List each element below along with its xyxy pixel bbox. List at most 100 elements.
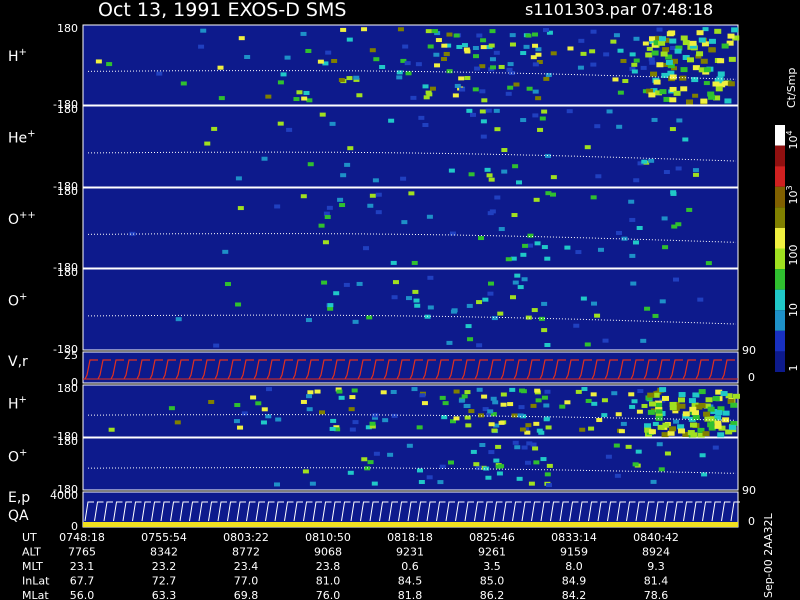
spectrogram-cell [714, 415, 722, 421]
spectrogram-cell [714, 28, 722, 34]
spectrogram-cell [705, 261, 712, 266]
spectrogram-cell [495, 464, 502, 469]
spectrogram-cell [338, 395, 345, 400]
spectrogram-cell [478, 236, 485, 241]
spectrogram-cell [456, 44, 463, 49]
spectrogram-cell [375, 210, 382, 215]
spectrogram-cell [631, 399, 638, 404]
spectrogram-cell [509, 33, 516, 38]
spectrogram-cell [675, 166, 682, 171]
table-cell: 7765 [68, 546, 96, 559]
spectrogram-cell [661, 72, 669, 78]
spectrogram-cell [697, 427, 705, 433]
spectrogram-cell [641, 159, 648, 164]
spectrogram-cell [453, 33, 460, 38]
spectrogram-cell [330, 418, 337, 423]
spectrogram-cell [356, 281, 363, 286]
spectrogram-cell [696, 30, 704, 36]
spectrogram-cell [605, 454, 612, 459]
spectrogram-cell [687, 430, 695, 436]
spectrogram-cell [678, 392, 686, 398]
spectrogram-cell [701, 472, 708, 477]
label-text: O [8, 212, 19, 228]
spectrogram-cell [463, 47, 470, 52]
spectrogram-cell [650, 479, 657, 484]
spectrogram-cell [614, 473, 621, 478]
spectrogram-cell [449, 231, 456, 236]
spectrogram-cell [544, 256, 551, 261]
spectrogram-cell [707, 91, 715, 97]
spectrogram-cell [668, 426, 676, 432]
table-cell: 0748:18 [59, 531, 105, 544]
spectrogram-cell [396, 75, 403, 80]
spectrogram-cell [303, 90, 310, 95]
colorbar-base: 100 [787, 245, 800, 266]
spectrogram-cell [234, 403, 241, 408]
spectrogram-cell [533, 197, 540, 202]
spectrogram-cell [526, 86, 533, 91]
spectrogram-cell [714, 420, 722, 426]
spectrogram-cell [715, 86, 723, 92]
spectrogram-cell [726, 40, 734, 46]
spectrogram-cell [688, 416, 696, 422]
spectrogram-cell [324, 215, 331, 220]
table-cell: 0803:22 [223, 531, 269, 544]
spectrogram-cell [656, 27, 663, 32]
spectrogram-cell [532, 43, 539, 48]
spectrogram-cell [662, 47, 670, 53]
spectrogram-cell [353, 75, 360, 80]
spectrogram-cell [597, 247, 604, 252]
spectrogram-cell [411, 387, 418, 392]
spectrogram-cell [644, 423, 652, 429]
spectrogram-cell [661, 432, 669, 438]
spectrogram-cell [663, 170, 670, 175]
spectrogram-cell [670, 46, 677, 51]
spectrogram-cell [480, 134, 487, 139]
spectrogram-cell [531, 308, 538, 313]
spectrogram-cell [703, 67, 711, 73]
spectrogram-cell [306, 98, 313, 103]
trajectory-curve [87, 233, 737, 243]
spectrogram-cell [235, 302, 242, 307]
spectrogram-cell [594, 124, 601, 129]
spectrogram-cell [541, 395, 548, 400]
spectrogram-cell [662, 245, 669, 250]
spectrogram-cell [464, 76, 471, 81]
spectrogram-cell [244, 55, 251, 60]
spectrogram-cell [669, 86, 677, 92]
spectrogram-cell [700, 98, 708, 104]
spectrogram-cell [545, 483, 552, 488]
spectrogram-cell [415, 62, 422, 67]
spectrogram-cell [590, 392, 597, 397]
spectrogram-cell [527, 233, 534, 238]
spectrogram-cell [692, 65, 700, 71]
spectrogram-cell [633, 58, 640, 63]
spectrogram-cell [446, 32, 453, 37]
spectrogram-cell [494, 195, 501, 200]
spectrogram-cell [497, 311, 504, 316]
spectrogram-cell [618, 429, 625, 434]
spectrogram-cell [647, 392, 655, 398]
spectrogram-cell [689, 40, 697, 46]
spectrogram-cell [500, 392, 507, 397]
spectrogram-cell [730, 402, 738, 408]
table-cell: 67.7 [70, 575, 95, 588]
colorbar-cell [775, 269, 785, 290]
spectrogram-cell [631, 69, 638, 74]
spectrogram-cell [307, 162, 314, 167]
table-cell: 69.8 [234, 589, 259, 600]
spectrogram-cell [659, 299, 666, 304]
spectrogram-cell [658, 467, 665, 472]
spectrogram-cell [585, 398, 592, 403]
spectrogram-cell [534, 388, 541, 393]
spectrogram-cell [427, 44, 434, 49]
spectrogram-cell [106, 62, 113, 67]
spectrogram-cell [431, 29, 438, 34]
spectrogram-cell [466, 108, 473, 113]
spectrogram-cell [544, 472, 551, 477]
spectrogram-cell [702, 27, 709, 32]
spectrogram-cell [584, 342, 591, 347]
label-sup: + [27, 128, 35, 139]
spectrogram-cell [511, 413, 518, 418]
spectrogram-cell [674, 48, 682, 54]
